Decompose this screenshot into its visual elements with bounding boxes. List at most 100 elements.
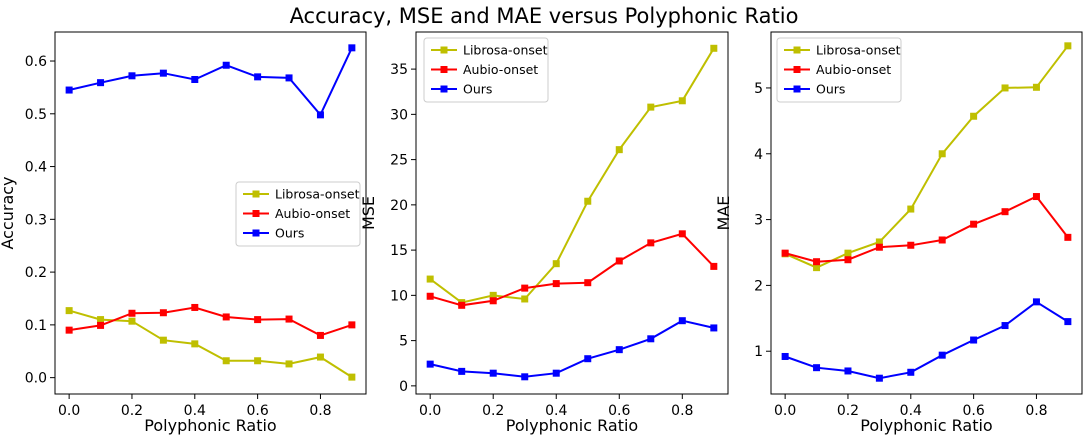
accuracy-point-aubio-onset — [65, 326, 73, 334]
accuracy-legend-marker-ours — [252, 229, 260, 237]
mae-y-tick-label: 1 — [754, 344, 763, 360]
mae-point-aubio-onset — [844, 256, 852, 264]
mse-chart: 0.0 0.2 0.4 0.6 0.8 0 5 10 15 20 25 30 35 Polyphonic … — [359, 31, 729, 435]
accuracy-point-aubio-onset — [222, 313, 230, 321]
mse-legend: Librosa-onset Aubio-onset Ours — [423, 37, 549, 103]
mse-point-aubio-onset — [584, 279, 592, 287]
accuracy-y-tick-label: 0.2 — [25, 265, 47, 281]
accuracy-x-tick-label: 0.2 — [121, 403, 143, 419]
mse-point-librosa-onset — [710, 44, 718, 52]
mse-point-librosa-onset — [584, 197, 592, 205]
accuracy-point-aubio-onset — [348, 321, 356, 329]
accuracy-x-tick-label: 0.6 — [246, 403, 268, 419]
mse-point-librosa-onset — [647, 103, 655, 111]
mae-x-tick-label: 0.0 — [774, 403, 796, 419]
mse-point-ours — [521, 373, 529, 381]
mse-legend-marker-aubio-onset — [440, 66, 448, 73]
mse-point-ours — [489, 369, 497, 377]
mse-legend-marker-ours — [440, 85, 448, 93]
accuracy-point-ours — [348, 44, 356, 52]
mae-point-librosa-onset — [1001, 84, 1009, 92]
mae-x-axis-label: Polyphonic Ratio — [860, 416, 992, 435]
mse-point-aubio-onset — [615, 257, 623, 265]
mse-y-tick-label: 15 — [390, 243, 408, 259]
accuracy-y-tick-label: 0.5 — [25, 107, 47, 123]
accuracy-point-ours — [97, 79, 105, 87]
accuracy-point-librosa-onset — [159, 336, 167, 344]
accuracy-legend-box — [235, 181, 361, 247]
mse-point-ours — [552, 369, 560, 377]
mse-legend-label-librosa-onset: Librosa-onset — [463, 43, 548, 58]
mae-axes-frame — [770, 31, 1083, 395]
mae-legend-label-aubio-onset: Aubio-onset — [816, 62, 891, 77]
mae-point-librosa-onset — [844, 249, 852, 257]
mae-legend-marker-librosa-onset — [793, 46, 801, 54]
mae-point-ours — [938, 351, 946, 359]
accuracy-axes-frame — [54, 31, 367, 395]
accuracy-point-aubio-onset — [254, 316, 262, 324]
mae-point-ours — [844, 367, 852, 375]
mae-y-axis-label: MAE — [714, 196, 733, 231]
mae-point-ours — [875, 374, 883, 382]
mae-y-tick-label: 3 — [754, 213, 763, 229]
mae-legend-marker-aubio-onset — [793, 66, 801, 73]
mse-point-librosa-onset — [426, 275, 434, 283]
accuracy-series-line-ours — [68, 47, 353, 117]
mae-x-tick-label: 0.6 — [962, 403, 984, 419]
accuracy-y-tick-label: 0.0 — [25, 371, 47, 387]
accuracy-point-librosa-onset — [191, 340, 199, 348]
accuracy-point-librosa-onset — [348, 373, 356, 381]
mae-point-ours — [1032, 298, 1040, 306]
accuracy-point-ours — [254, 73, 262, 81]
mae-point-ours — [813, 364, 821, 372]
mse-point-aubio-onset — [458, 301, 466, 309]
accuracy-y-tick-label: 0.6 — [25, 54, 47, 70]
mse-y-axis-label: MSE — [359, 196, 378, 230]
mse-series-line-librosa-onset — [429, 47, 715, 304]
mae-point-librosa-onset — [1032, 83, 1040, 91]
mae-point-aubio-onset — [970, 220, 978, 228]
mae-point-librosa-onset — [907, 205, 915, 213]
mse-point-ours — [584, 355, 592, 363]
mae-point-aubio-onset — [813, 258, 821, 266]
mse-point-ours — [710, 324, 718, 332]
accuracy-legend-label-ours: Ours — [275, 226, 304, 241]
mae-y-tick-label: 4 — [754, 147, 763, 163]
accuracy-point-librosa-onset — [65, 307, 73, 315]
mae-point-aubio-onset — [938, 236, 946, 244]
mae-x-tick-label: 0.4 — [900, 403, 922, 419]
mse-point-ours — [458, 367, 466, 375]
mse-legend-marker-librosa-onset — [440, 46, 448, 54]
mae-y-tick-label: 5 — [754, 81, 763, 97]
mse-y-tick-label: 5 — [399, 334, 408, 350]
mse-point-librosa-onset — [552, 260, 560, 268]
mae-point-aubio-onset — [1001, 208, 1009, 216]
mae-point-ours — [1001, 322, 1009, 330]
accuracy-point-librosa-onset — [285, 360, 293, 368]
mse-x-tick-label: 0.0 — [419, 403, 441, 419]
accuracy-series-line-aubio-onset — [68, 306, 353, 337]
mae-point-librosa-onset — [875, 238, 883, 246]
mae-series-line-aubio-onset — [784, 195, 1069, 263]
mae-series-line-ours — [784, 300, 1069, 380]
accuracy-point-librosa-onset — [316, 353, 324, 361]
mse-point-aubio-onset — [489, 297, 497, 305]
accuracy-point-librosa-onset — [97, 316, 105, 324]
mse-x-tick-label: 0.8 — [671, 403, 693, 419]
accuracy-point-aubio-onset — [128, 309, 136, 317]
mse-series-line-ours — [429, 319, 715, 378]
mae-point-aubio-onset — [1064, 233, 1072, 241]
mse-point-aubio-onset — [521, 284, 529, 292]
mse-point-aubio-onset — [426, 292, 434, 300]
mae-legend-box — [776, 37, 902, 103]
mae-point-ours — [781, 352, 789, 360]
mae-point-aubio-onset — [781, 249, 789, 257]
mae-point-librosa-onset — [970, 112, 978, 120]
accuracy-x-tick-label: 0.0 — [58, 403, 80, 419]
mse-x-tick-label: 0.6 — [608, 403, 630, 419]
mae-point-librosa-onset — [1064, 42, 1072, 50]
mse-legend-label-ours: Ours — [463, 82, 492, 97]
figure-title: Accuracy, MSE and MAE versus Polyphonic … — [289, 4, 799, 28]
mae-x-tick-label: 0.2 — [837, 403, 859, 419]
